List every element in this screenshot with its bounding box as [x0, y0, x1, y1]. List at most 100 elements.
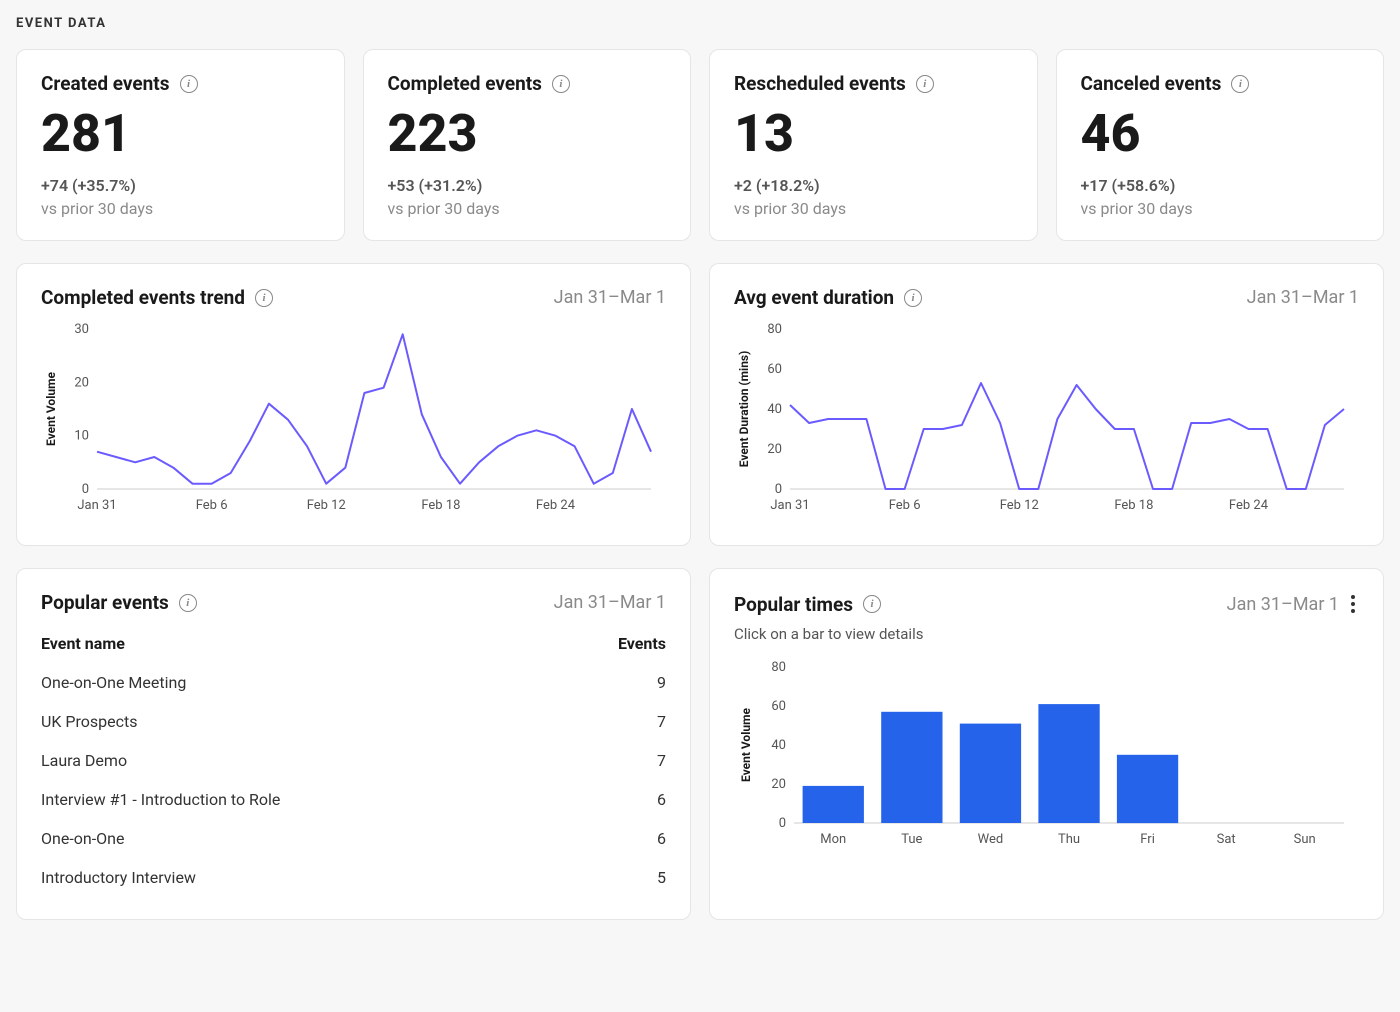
table-row[interactable]: Interview #1 - Introduction to Role 6	[41, 780, 666, 819]
svg-text:Mon: Mon	[820, 832, 846, 847]
svg-text:20: 20	[771, 777, 786, 792]
svg-text:Thu: Thu	[1058, 832, 1080, 847]
event-count: 5	[657, 868, 666, 887]
bar-mon[interactable]	[803, 786, 864, 823]
svg-text:40: 40	[771, 738, 786, 753]
stat-title: Created events	[41, 72, 170, 95]
date-range: Jan 31–Mar 1	[1227, 594, 1339, 615]
svg-text:Sat: Sat	[1217, 832, 1236, 847]
svg-text:Feb 12: Feb 12	[307, 498, 346, 513]
event-count: 9	[657, 673, 666, 692]
bar-fri[interactable]	[1117, 755, 1178, 823]
svg-text:20: 20	[767, 442, 782, 457]
svg-text:Feb 18: Feb 18	[1114, 498, 1153, 513]
stat-compare: vs prior 30 days	[388, 199, 667, 218]
svg-text:Event Volume: Event Volume	[739, 708, 753, 782]
popular-events-table: Event nameEvents One-on-One Meeting 9 UK Pr…	[41, 622, 666, 897]
date-range: Jan 31–Mar 1	[554, 592, 666, 613]
stat-value: 223	[388, 105, 667, 162]
svg-text:60: 60	[767, 362, 782, 377]
info-icon[interactable]: i	[255, 289, 273, 307]
table-row[interactable]: One-on-One 6	[41, 819, 666, 858]
info-icon[interactable]: i	[1231, 75, 1249, 93]
table-row[interactable]: Laura Demo7	[41, 741, 666, 780]
stat-value: 281	[41, 105, 320, 162]
svg-text:60: 60	[771, 699, 786, 714]
stat-value: 46	[1081, 105, 1360, 162]
section-title: EVENT DATA	[16, 16, 1384, 31]
stat-delta: +2 (+18.2%)	[734, 176, 1013, 195]
avg-duration-chart: Event Duration (mins)020406080Jan 31Feb …	[734, 319, 1359, 523]
event-count: 6	[657, 829, 666, 848]
svg-text:Jan 31: Jan 31	[77, 498, 116, 513]
popular-times-subtitle: Click on a bar to view details	[734, 625, 1359, 643]
event-name: Introductory Interview	[41, 868, 196, 887]
svg-text:10: 10	[74, 429, 89, 444]
charts-grid: Completed events trend i Jan 31–Mar 1 Ev…	[16, 263, 1384, 546]
table-row[interactable]: One-on-One Meeting 9	[41, 663, 666, 702]
svg-text:Feb 24: Feb 24	[1229, 498, 1269, 513]
svg-text:80: 80	[767, 322, 782, 337]
info-icon[interactable]: i	[552, 75, 570, 93]
bar-thu[interactable]	[1038, 704, 1099, 823]
svg-text:Tue: Tue	[901, 832, 922, 847]
popular-times-chart: Event Volume 0 20 40 60 80 Mon Tue Wed Thu Fri Sat S…	[734, 653, 1359, 857]
event-count: 6	[657, 790, 666, 809]
svg-text:40: 40	[767, 402, 782, 417]
stat-card-completed: Completed eventsi223+53 (+31.2%)vs prior…	[363, 49, 692, 241]
svg-text:Feb 6: Feb 6	[196, 498, 228, 513]
svg-text:Wed: Wed	[978, 832, 1004, 847]
table-row[interactable]: Introductory Interview 5	[41, 858, 666, 897]
svg-text:Fri: Fri	[1140, 832, 1155, 847]
svg-text:Feb 18: Feb 18	[421, 498, 460, 513]
info-icon[interactable]: i	[916, 75, 934, 93]
stat-card-canceled: Canceled events i 46 +17 (+58.6%) vs prior 3…	[1056, 49, 1385, 241]
stats-grid: Created events i 281 +74 (+35.7%) vs prior 3…	[16, 49, 1384, 241]
svg-text:0: 0	[775, 482, 782, 497]
svg-text:Feb 24: Feb 24	[536, 498, 576, 513]
popular-times-title: Popular times	[734, 593, 853, 616]
col-count: Events	[618, 634, 666, 653]
table-header: Event nameEvents	[41, 622, 666, 663]
stat-card-rescheduled: Rescheduled events i 13 +2 (+18.2%) vs prior…	[709, 49, 1038, 241]
stat-value: 13	[734, 105, 1013, 162]
info-icon[interactable]: i	[904, 289, 922, 307]
svg-text:0: 0	[779, 816, 786, 831]
stat-delta: +17 (+58.6%)	[1081, 176, 1360, 195]
svg-text:Event Duration (mins): Event Duration (mins)	[737, 351, 751, 468]
bar-wed[interactable]	[960, 724, 1021, 823]
event-name: Laura Demo	[41, 751, 127, 770]
avg-duration-title: Avg event duration	[734, 286, 894, 309]
more-icon[interactable]	[1347, 591, 1359, 617]
event-name: UK Prospects	[41, 712, 137, 731]
stat-card-created: Created eventsi281+74 (+35.7%)vs prior 3…	[16, 49, 345, 241]
info-icon[interactable]: i	[179, 594, 197, 612]
svg-text:Feb 6: Feb 6	[889, 498, 921, 513]
popular-events-card: Popular events i Jan 31–Mar 1 Event name…	[16, 568, 691, 920]
bottom-grid: Popular events i Jan 31–Mar 1 Event name…	[16, 568, 1384, 920]
completed-trend-chart: Event Volume 0 10 20 30 Jan 31 Feb 6 Feb 12 Feb …	[41, 319, 666, 523]
event-name: Interview #1 - Introduction to Role	[41, 790, 280, 809]
stat-compare: vs prior 30 days	[734, 199, 1013, 218]
date-range: Jan 31–Mar 1	[554, 287, 666, 308]
svg-text:Event Volume: Event Volume	[44, 372, 58, 446]
info-icon[interactable]: i	[863, 595, 881, 613]
bar-tue[interactable]	[881, 712, 942, 823]
popular-events-title: Popular events	[41, 591, 169, 614]
table-row[interactable]: UK Prospects 7	[41, 702, 666, 741]
stat-delta: +74 (+35.7%)	[41, 176, 320, 195]
svg-text:0: 0	[82, 482, 89, 497]
svg-text:20: 20	[74, 376, 89, 391]
event-count: 7	[657, 712, 666, 731]
svg-text:80: 80	[771, 660, 786, 675]
svg-text:Sun: Sun	[1294, 832, 1316, 847]
event-name: One-on-One Meeting	[41, 673, 186, 692]
stat-compare: vs prior 30 days	[1081, 199, 1360, 218]
info-icon[interactable]: i	[180, 75, 198, 93]
stat-title: Canceled events	[1081, 72, 1222, 95]
event-name: One-on-One	[41, 829, 124, 848]
date-range: Jan 31–Mar 1	[1247, 287, 1359, 308]
svg-text:30: 30	[74, 322, 89, 337]
stat-title: Rescheduled events	[734, 72, 906, 95]
completed-trend-card: Completed events trend i Jan 31–Mar 1 Ev…	[16, 263, 691, 546]
